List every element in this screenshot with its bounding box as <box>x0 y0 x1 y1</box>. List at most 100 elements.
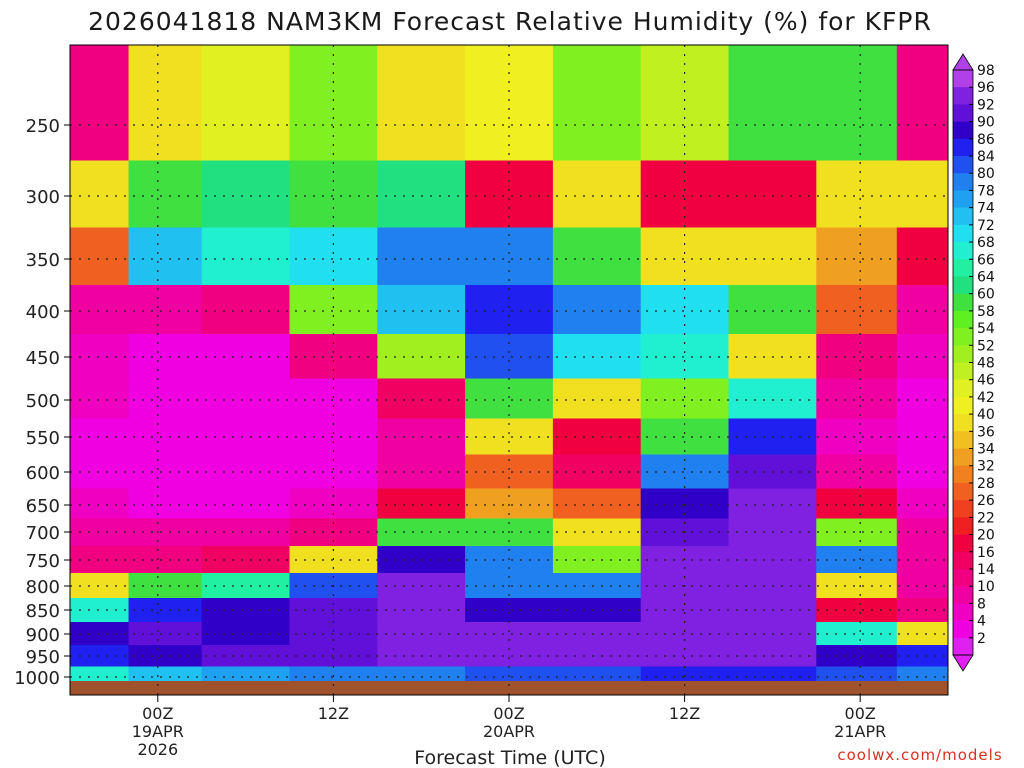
humidity-cell <box>201 454 290 489</box>
colorbar-label: 16 <box>977 545 995 561</box>
colorbar-segment <box>953 190 973 208</box>
colorbar-segment <box>953 87 973 105</box>
humidity-cell <box>201 598 290 623</box>
humidity-cell <box>640 45 729 161</box>
humidity-cell <box>201 334 290 379</box>
humidity-cell <box>289 334 378 379</box>
colorbar-segment <box>953 310 973 329</box>
humidity-cell <box>377 285 466 335</box>
humidity-cell <box>465 334 554 379</box>
x-tick-label: 2026 <box>137 740 178 759</box>
humidity-cell <box>289 645 378 667</box>
colorbar-segment <box>953 207 973 226</box>
humidity-cell <box>201 645 290 667</box>
humidity-cell <box>465 645 554 667</box>
humidity-cell <box>128 488 203 519</box>
colorbar-label: 14 <box>977 562 995 578</box>
humidity-cell <box>640 666 729 682</box>
humidity-cell <box>816 160 898 228</box>
colorbar-segment <box>953 620 973 639</box>
y-tick-label: 400 <box>26 302 60 323</box>
humidity-cell <box>896 488 949 519</box>
humidity-cell <box>201 45 290 161</box>
colorbar-segment <box>953 396 973 415</box>
colorbar-label: 32 <box>977 459 995 475</box>
humidity-cell <box>128 454 203 489</box>
colorbar-top-arrow <box>952 53 974 71</box>
x-tick-label: 12Z <box>669 704 700 723</box>
colorbar-segment <box>953 448 973 467</box>
humidity-cell <box>728 666 817 682</box>
humidity-cell <box>289 598 378 623</box>
colorbar-label: 36 <box>977 424 995 440</box>
humidity-cell <box>70 645 130 667</box>
humidity-cell <box>128 45 203 161</box>
humidity-cell <box>201 518 290 547</box>
humidity-cell <box>896 666 949 682</box>
humidity-cell <box>377 488 466 519</box>
y-tick-label: 1000 <box>14 668 60 689</box>
humidity-cell <box>896 454 949 489</box>
humidity-cell <box>70 378 130 419</box>
x-tick-label: 00Z <box>845 704 876 723</box>
humidity-cell <box>816 666 898 682</box>
humidity-cell <box>377 227 466 286</box>
humidity-cell <box>128 160 203 228</box>
humidity-cell <box>70 45 130 161</box>
humidity-cell <box>201 418 290 455</box>
colorbar-label: 52 <box>977 338 995 354</box>
humidity-cell <box>377 666 466 682</box>
humidity-cell <box>552 418 642 455</box>
humidity-cell <box>377 378 466 419</box>
humidity-cell <box>552 227 642 286</box>
humidity-cell <box>552 518 642 547</box>
humidity-cell <box>201 285 290 335</box>
y-tick-label: 350 <box>26 250 60 271</box>
colorbar-label: 80 <box>977 166 995 182</box>
humidity-cell <box>896 227 949 286</box>
humidity-cell <box>816 573 898 599</box>
colorbar-label: 78 <box>977 183 995 199</box>
colorbar-label: 42 <box>977 390 995 406</box>
humidity-cell <box>728 227 817 286</box>
colorbar-segment <box>953 70 973 88</box>
humidity-cell <box>70 285 130 335</box>
humidity-cell <box>896 160 949 228</box>
humidity-cell <box>201 488 290 519</box>
humidity-cell <box>70 546 130 574</box>
humidity-cell <box>201 546 290 574</box>
humidity-cell <box>896 334 949 379</box>
colorbar-segment <box>953 465 973 484</box>
humidity-cell <box>465 227 554 286</box>
humidity-cell <box>128 598 203 623</box>
humidity-cell <box>377 160 466 228</box>
humidity-cell <box>289 227 378 286</box>
humidity-cell <box>128 285 203 335</box>
colorbar-segment <box>953 242 973 260</box>
humidity-cell <box>70 622 130 646</box>
colorbar-label: 60 <box>977 287 995 303</box>
humidity-cell <box>552 378 642 419</box>
humidity-cell <box>70 598 130 623</box>
humidity-cell <box>70 573 130 599</box>
humidity-cell <box>640 285 729 335</box>
colorbar-label: 86 <box>977 132 995 148</box>
humidity-cell <box>896 285 949 335</box>
humidity-cell <box>552 488 642 519</box>
colorbar-label: 40 <box>977 407 995 423</box>
colorbar-label: 98 <box>977 63 995 79</box>
humidity-cell <box>552 285 642 335</box>
humidity-cell <box>289 666 378 682</box>
colorbar-segment <box>953 259 973 277</box>
humidity-cell <box>289 45 378 161</box>
humidity-cell <box>896 546 949 574</box>
humidity-cell <box>128 518 203 547</box>
x-tick-label: 21APR <box>834 722 886 741</box>
humidity-cell <box>128 573 203 599</box>
plot-area <box>69 44 949 696</box>
y-tick-label: 600 <box>26 463 60 484</box>
chart-title: 2026041818 NAM3KM Forecast Relative Humi… <box>88 7 932 36</box>
humidity-cell <box>728 160 817 228</box>
colorbar-label: 10 <box>977 579 995 595</box>
colorbar-label: 68 <box>977 235 995 251</box>
